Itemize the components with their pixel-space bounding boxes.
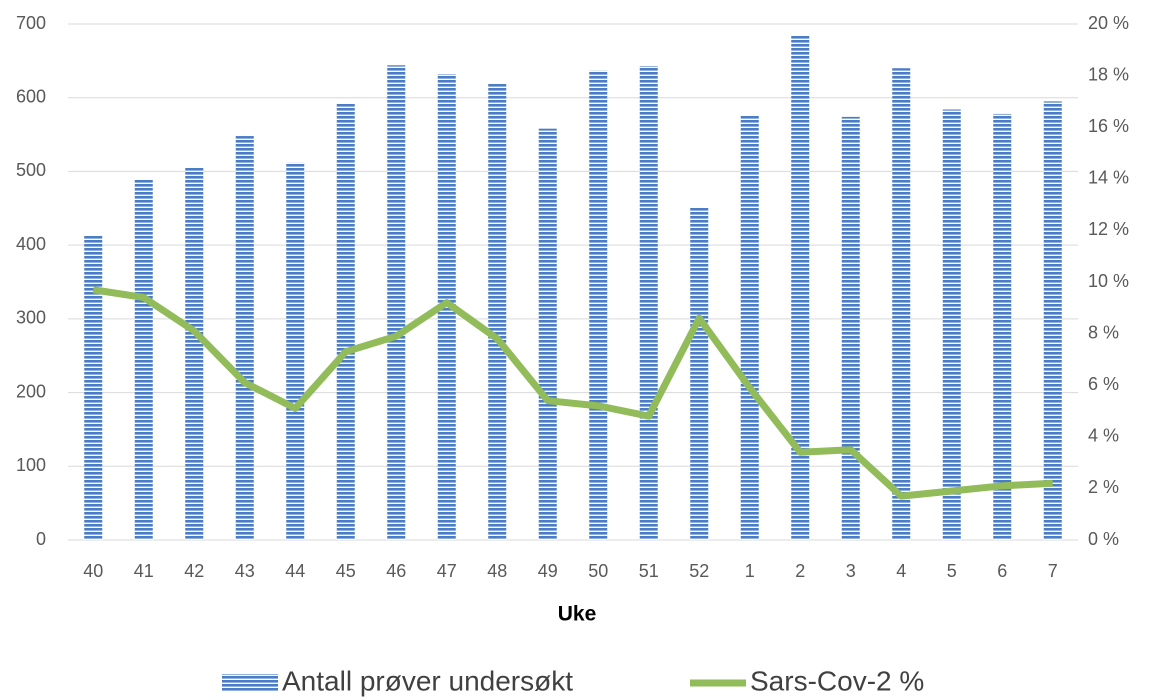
x-tick-label: 52 [689, 561, 709, 581]
y-tick-label: 600 [16, 86, 46, 106]
x-tick-label: 6 [997, 561, 1007, 581]
bar [387, 65, 406, 540]
y2-tick-label: 10 % [1088, 271, 1129, 291]
x-tick-label: 50 [588, 561, 608, 581]
y-tick-label: 700 [16, 13, 46, 33]
legend-label: Sars-Cov-2 % [750, 665, 924, 696]
x-tick-label: 48 [487, 561, 507, 581]
y2-tick-label: 6 % [1088, 374, 1119, 394]
y2-tick-label: 16 % [1088, 116, 1129, 136]
y2-tick-label: 20 % [1088, 13, 1129, 33]
x-tick-label: 44 [285, 561, 305, 581]
y2-tick-label: 18 % [1088, 64, 1129, 84]
x-tick-label: 49 [538, 561, 558, 581]
bar [134, 178, 153, 541]
bar [1043, 101, 1062, 541]
x-tick-label: 43 [235, 561, 255, 581]
x-axis-label: Uke [558, 603, 597, 626]
bar [488, 83, 507, 541]
x-tick-label: 40 [83, 561, 103, 581]
x-tick-label: 3 [846, 561, 856, 581]
bar [841, 116, 860, 540]
legend-swatch [222, 674, 278, 692]
y2-tick-label: 14 % [1088, 168, 1129, 188]
x-tick-label: 1 [745, 561, 755, 581]
x-tick-label: 4 [896, 561, 906, 581]
legend-label: Antall prøver undersøkt [282, 665, 573, 696]
x-tick-label: 45 [336, 561, 356, 581]
x-tick-label: 47 [437, 561, 457, 581]
y-tick-label: 0 [36, 529, 46, 549]
bar [185, 167, 204, 540]
x-tick-label: 5 [947, 561, 957, 581]
line [92, 286, 1053, 500]
y2-tick-label: 4 % [1088, 426, 1119, 446]
bar [336, 103, 355, 541]
y-tick-label: 100 [16, 455, 46, 475]
bar [589, 70, 608, 540]
bar [286, 162, 305, 540]
bar [740, 115, 759, 541]
bar [639, 66, 658, 540]
y2-tick-label: 12 % [1088, 219, 1129, 239]
x-tick-label: 51 [639, 561, 659, 581]
y-tick-label: 400 [16, 234, 46, 254]
x-tick-label: 7 [1048, 561, 1058, 581]
bar [791, 35, 810, 541]
x-tick-label: 2 [795, 561, 805, 581]
bar [942, 109, 961, 540]
x-tick-label: 42 [184, 561, 204, 581]
y2-tick-label: 8 % [1088, 322, 1119, 342]
x-tick-label: 46 [386, 561, 406, 581]
bar [993, 113, 1012, 540]
y-tick-label: 200 [16, 381, 46, 401]
bar [538, 128, 557, 540]
x-tick-label: 41 [134, 561, 154, 581]
bar [690, 207, 709, 540]
bar [437, 74, 456, 540]
y-tick-label: 300 [16, 308, 46, 328]
bar [892, 68, 911, 540]
y2-tick-label: 2 % [1088, 477, 1119, 497]
bar [235, 136, 254, 540]
bar [84, 235, 103, 540]
y-tick-label: 500 [16, 160, 46, 180]
y2-tick-label: 0 % [1088, 529, 1119, 549]
